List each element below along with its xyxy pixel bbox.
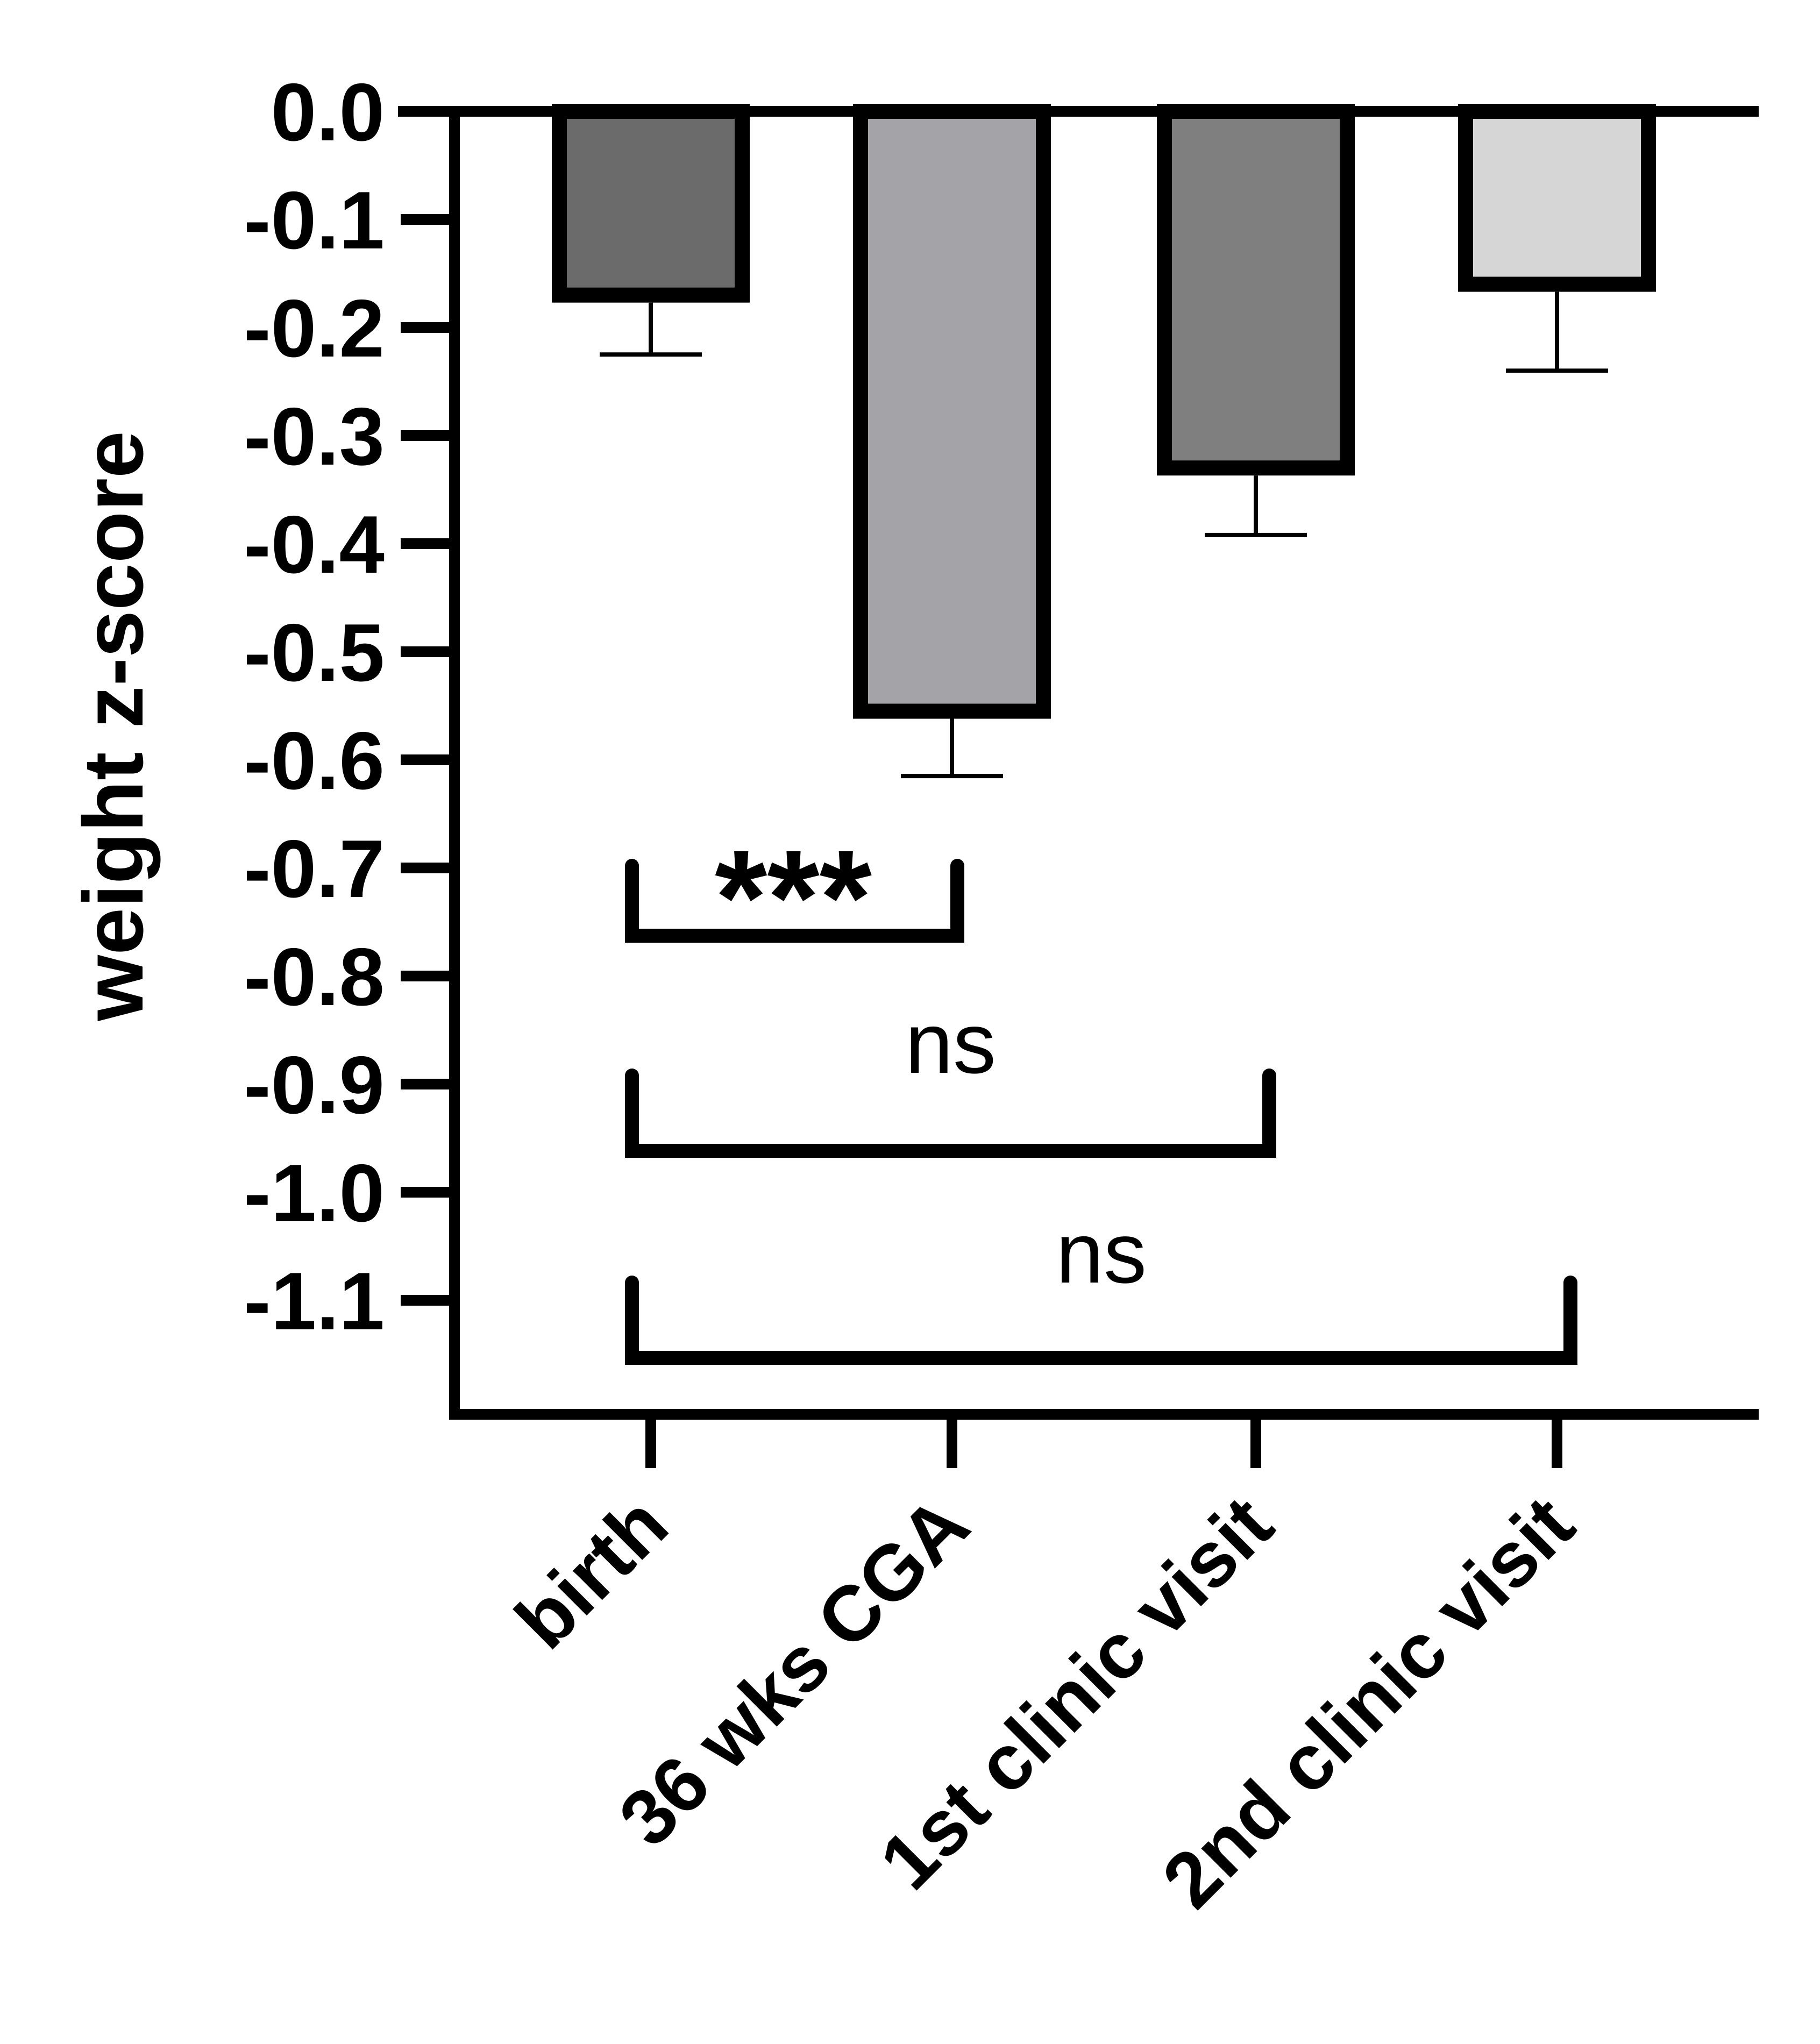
- y-tick-label: -0.2: [244, 283, 385, 374]
- bar-3: [1458, 104, 1656, 292]
- y-tick-label: -0.6: [244, 715, 385, 807]
- y-tick-label: 0.0: [271, 67, 385, 158]
- y-tick-label: -0.7: [244, 823, 385, 915]
- x-category-label: birth: [499, 1480, 684, 1665]
- bar-0: [552, 104, 750, 303]
- y-tick-label: -0.4: [244, 499, 385, 590]
- significance-bracket: [625, 1276, 1577, 1365]
- y-tick-label: -0.3: [244, 391, 385, 482]
- error-bars: [600, 291, 1608, 779]
- bars: [552, 104, 1656, 719]
- y-tick-label: -0.5: [244, 607, 385, 699]
- y-axis-title: weight z-score: [66, 431, 161, 1021]
- y-tick-label: -0.9: [244, 1039, 385, 1131]
- significance-label: ns: [1056, 1205, 1147, 1301]
- axes: [398, 106, 1759, 1468]
- y-tick-label: -0.8: [244, 931, 385, 1023]
- y-tick-label: -1.1: [244, 1256, 385, 1347]
- significance-brackets: *** ns ns: [625, 822, 1577, 1365]
- significance-label: ns: [905, 995, 996, 1091]
- y-tick-label: -0.1: [244, 175, 385, 266]
- significance-label: ***: [715, 822, 872, 972]
- bar-1: [853, 104, 1051, 719]
- significance-bracket: [625, 1069, 1276, 1158]
- y-axis-ticks: 0.0 -0.1 -0.2 -0.3 -0.4 -0.5 -0.6 -0.7 -0.8 -0.9 -…: [244, 67, 454, 1347]
- y-tick-label: -1.0: [244, 1148, 385, 1239]
- bar-2: [1157, 104, 1355, 476]
- significance-bracket: [625, 859, 964, 943]
